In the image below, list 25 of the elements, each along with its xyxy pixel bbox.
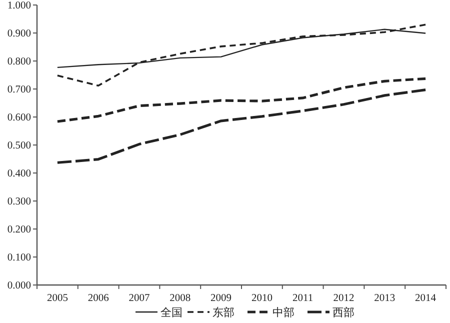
y-tick-label: 0.700: [7, 84, 31, 96]
y-tick-label: 0.300: [7, 196, 31, 208]
y-tick-label: 0.500: [7, 140, 31, 152]
legend-label: 西部: [332, 306, 354, 319]
legend-label: 全国: [160, 307, 182, 319]
legend-label: 东部: [212, 306, 234, 319]
x-tick-label: 2010: [251, 293, 272, 304]
y-tick-label: 0.200: [7, 224, 31, 236]
x-tick-label: 2011: [292, 293, 314, 304]
x-tick-label: 2007: [128, 293, 150, 304]
y-tick-label: 1.000: [7, 0, 31, 12]
y-tick-label: 0.600: [7, 112, 31, 124]
y-tick-label: 0.900: [7, 28, 31, 40]
y-tick-label: 0.400: [7, 168, 31, 180]
x-tick-label: 2005: [46, 293, 68, 304]
x-tick-label: 2012: [333, 293, 354, 304]
x-tick-label: 2013: [374, 293, 396, 304]
x-tick-label: 2014: [415, 293, 437, 304]
y-tick-label: 0.000: [7, 280, 31, 292]
y-tick-label: 0.100: [7, 252, 31, 264]
legend-label: 中部: [272, 306, 294, 319]
x-tick-label: 2008: [170, 293, 191, 304]
y-tick-label: 0.800: [7, 56, 31, 68]
x-tick-label: 2006: [88, 293, 109, 304]
x-tick-label: 2009: [210, 293, 232, 304]
